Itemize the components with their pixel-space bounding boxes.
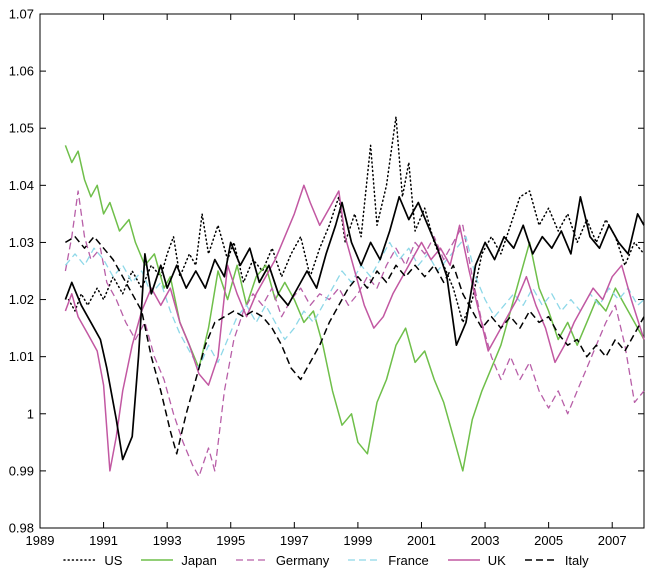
plot-border	[39, 13, 645, 529]
legend-swatch-germany-line-icon	[235, 559, 268, 561]
legend-label-france: France	[388, 552, 429, 568]
series-line-italy	[65, 235, 645, 455]
legend-swatch-france-line-icon	[348, 559, 381, 561]
legend-entry-us: US	[63, 553, 122, 568]
x-axis-tick-label: 1999	[343, 533, 372, 548]
legend-label-japan: Japan	[181, 552, 217, 568]
x-axis-tick-label: 1993	[153, 533, 182, 548]
legend-entry-italy: Italy	[524, 553, 589, 568]
y-axis-tick-label: 1.04	[9, 178, 34, 193]
x-axis-tick-label: 1989	[26, 533, 55, 548]
y-axis-tick-label: 1.02	[9, 292, 34, 307]
legend-entry-germany: Germany	[235, 553, 329, 568]
series-line-us	[67, 116, 645, 324]
x-axis-tick-label: 2003	[471, 533, 500, 548]
legend-label-germany: Germany	[275, 552, 330, 568]
y-axis-tick-label: 1.01	[9, 349, 34, 364]
legend-swatch-uk-line-icon	[447, 559, 480, 561]
series-line-germany	[64, 190, 645, 478]
legend-label-italy: Italy	[564, 552, 589, 568]
x-axis-tick-label: 2001	[407, 533, 436, 548]
y-axis-tick-label: 1.07	[9, 7, 34, 22]
y-axis-tick-label: 1.03	[9, 235, 34, 250]
series-line-uk	[64, 184, 645, 472]
legend-entry-france: France	[347, 552, 429, 568]
legend-swatch-italy-line-icon	[524, 559, 557, 561]
legend-swatch-japan-line-icon	[141, 559, 174, 561]
legend-swatch-us-line-icon	[63, 559, 98, 561]
legend-label-us: US	[104, 552, 123, 568]
y-axis-tick-label: 0.98	[9, 521, 34, 536]
legend-entry-uk: UK	[447, 553, 506, 568]
chart-legend: US Japan Germany France UK Italy	[0, 547, 652, 573]
y-axis-tick-label: 1.06	[9, 64, 34, 79]
y-axis-tick-label: 0.99	[9, 463, 34, 478]
legend-entry-japan: Japan	[140, 552, 217, 568]
x-axis-tick-label: 2005	[534, 533, 563, 548]
x-axis-tick-label: 1997	[280, 533, 309, 548]
y-axis-tick-label: 1.05	[9, 121, 34, 136]
series-line-france	[64, 236, 645, 369]
x-axis-tick-label: 1995	[216, 533, 245, 548]
y-axis-tick-label: 1	[27, 406, 34, 421]
series-line-japan	[64, 145, 645, 472]
x-axis-tick-label: 1991	[89, 533, 118, 548]
legend-label-uk: UK	[487, 552, 506, 568]
x-axis-tick-label: 2007	[598, 533, 627, 548]
series-line-unlabeled-black-solid	[64, 195, 645, 461]
